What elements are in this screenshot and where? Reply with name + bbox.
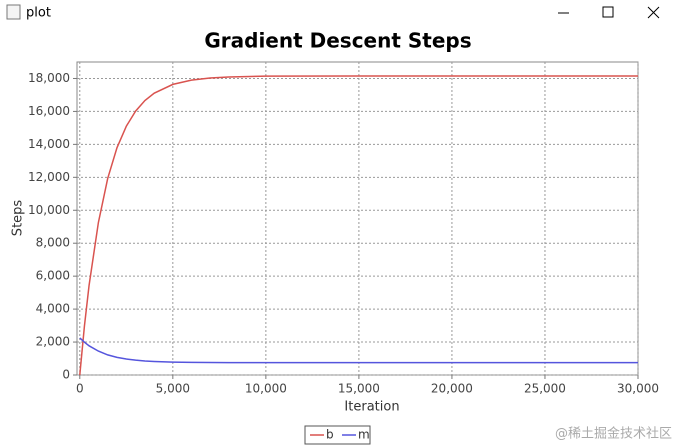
y-tick-label: 0 (62, 368, 70, 382)
x-tick-label: 25,000 (524, 382, 566, 396)
y-tick-label: 10,000 (28, 203, 70, 217)
watermark: @稀土掘金技术社区 (555, 426, 672, 442)
y-axis-label: Steps (11, 200, 26, 237)
y-tick-label: 14,000 (28, 137, 70, 151)
y-tick-label: 6,000 (36, 269, 70, 283)
legend-label: m (358, 428, 370, 442)
legend-label: b (326, 428, 334, 442)
title-bar (0, 0, 678, 26)
x-axis-label: Iteration (344, 400, 399, 415)
chart-title: Gradient Descent Steps (204, 29, 471, 53)
y-tick-label: 16,000 (28, 104, 70, 118)
y-tick-label: 4,000 (36, 302, 70, 316)
x-tick-label: 30,000 (617, 382, 659, 396)
y-tick-label: 12,000 (28, 170, 70, 184)
x-tick-label: 10,000 (245, 382, 287, 396)
legend-box (304, 425, 371, 445)
window-title: plot (26, 6, 51, 21)
x-tick-label: 0 (76, 382, 84, 396)
y-tick-label: 18,000 (28, 71, 70, 85)
series-line (79, 75, 638, 376)
x-tick-label: 20,000 (431, 382, 473, 396)
app-icon (6, 4, 21, 20)
series-line (79, 337, 638, 364)
close-button[interactable] (647, 6, 660, 19)
x-tick-label: 15,000 (338, 382, 380, 396)
y-tick-label: 8,000 (36, 236, 70, 250)
x-tick-label: 5,000 (156, 382, 190, 396)
y-tick-label: 2,000 (36, 335, 70, 349)
plot-area (76, 61, 639, 376)
maximize-button[interactable] (602, 6, 614, 18)
